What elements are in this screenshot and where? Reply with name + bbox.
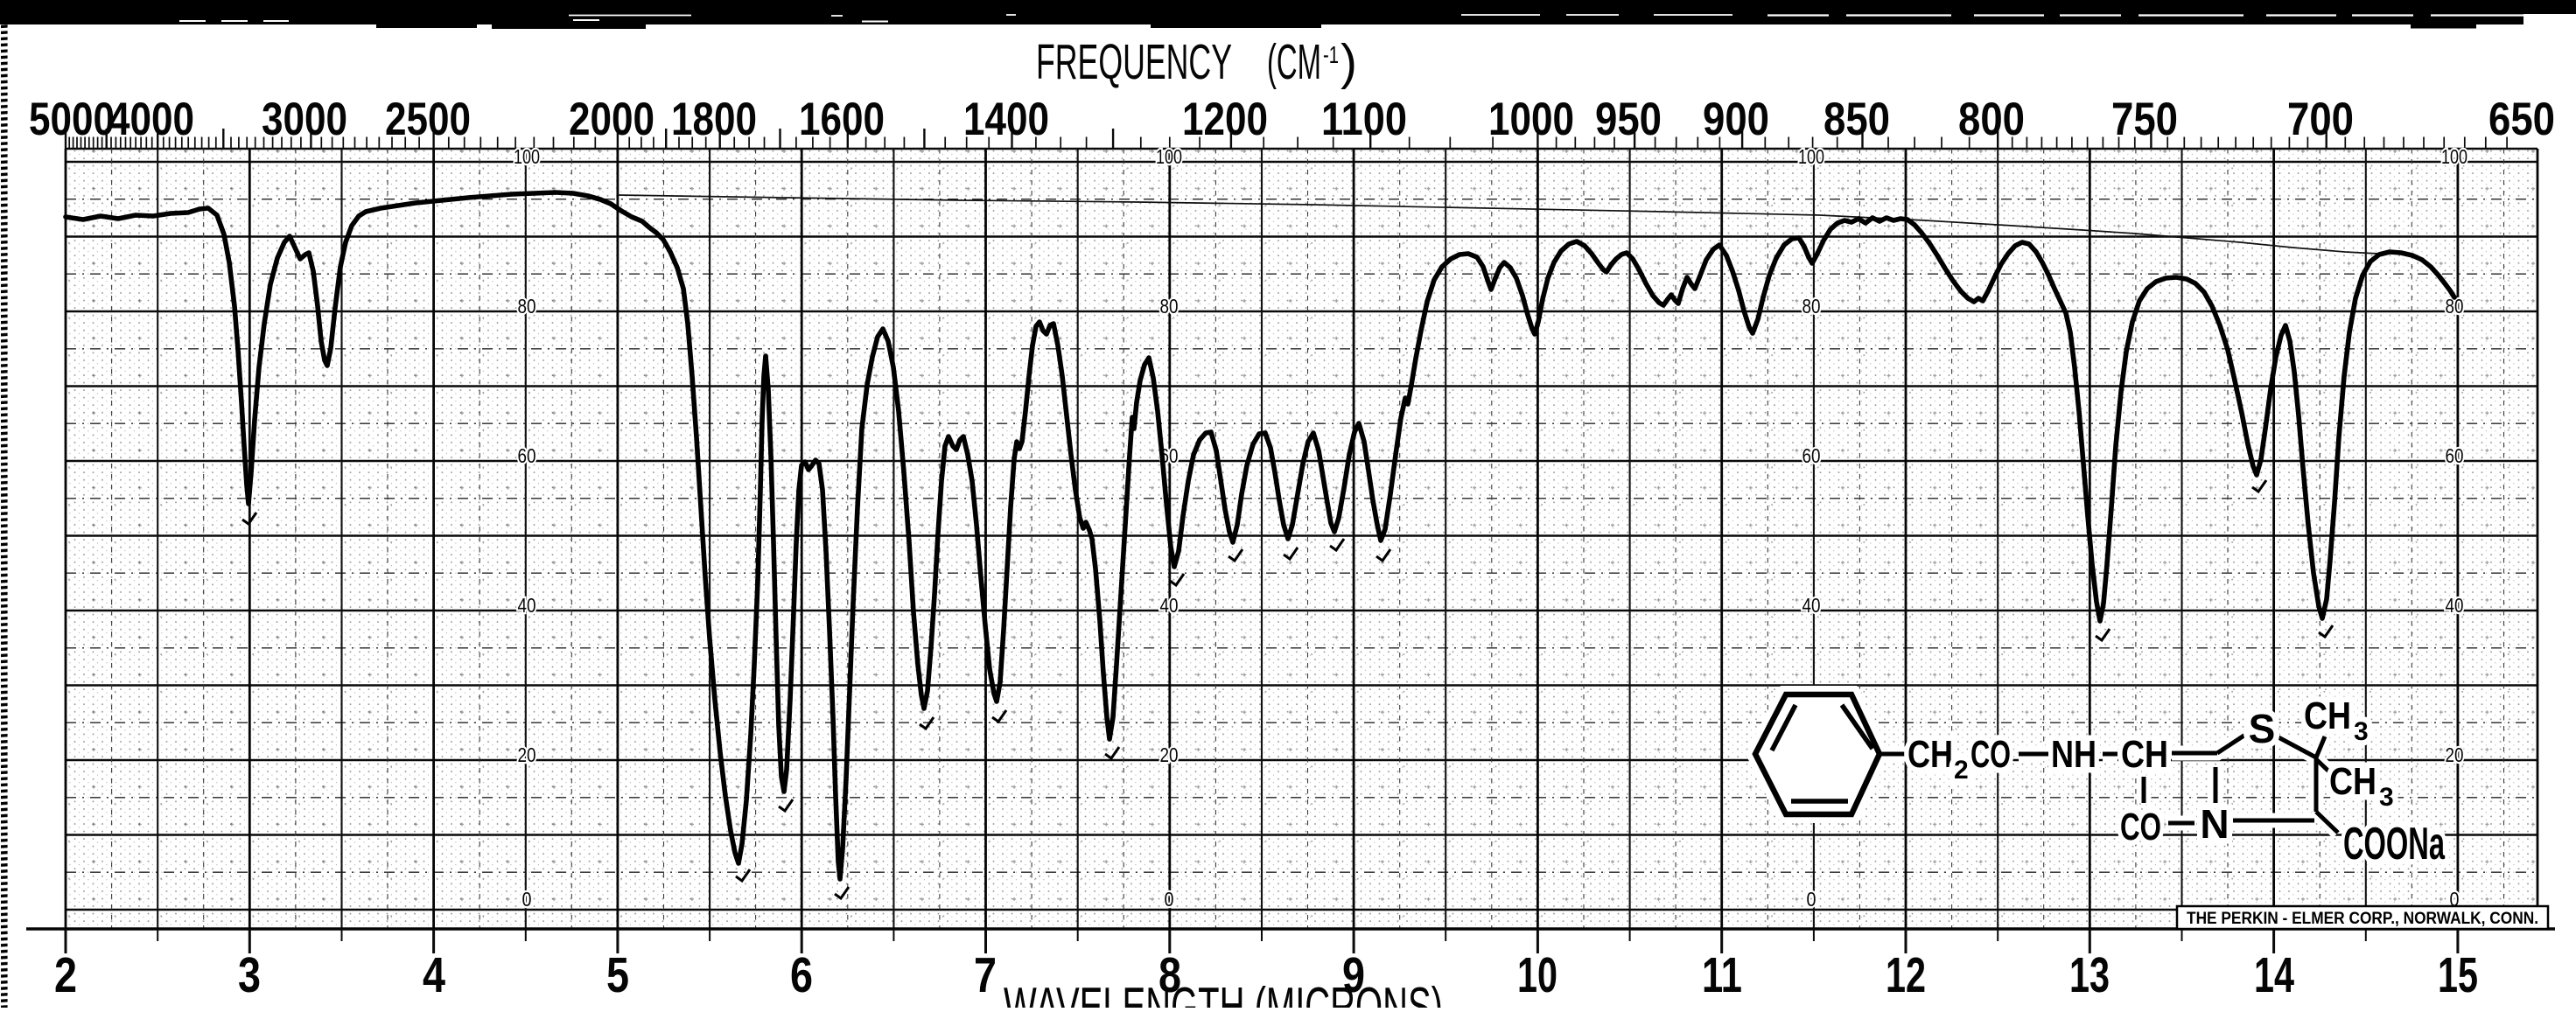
svg-text:1000: 1000 [1488,94,1574,145]
svg-text:6: 6 [790,947,813,1003]
svg-text:20: 20 [518,743,536,766]
svg-text:2000: 2000 [569,94,654,145]
svg-text:750: 750 [2111,94,2178,145]
svg-text:5: 5 [606,947,629,1003]
svg-text:5000: 5000 [29,94,115,145]
svg-text:80: 80 [518,295,536,318]
svg-text:60: 60 [518,444,536,467]
svg-text:CH: CH [2121,733,2168,776]
svg-text:20: 20 [2446,743,2464,766]
svg-text:0: 0 [1165,888,1174,911]
svg-text:950: 950 [1595,94,1662,145]
svg-text:4: 4 [423,947,445,1003]
svg-text:40: 40 [2446,594,2464,617]
svg-text:850: 850 [1824,94,1890,145]
svg-text:1400: 1400 [963,94,1049,145]
svg-text:S: S [2249,706,2276,751]
svg-text:2: 2 [1954,756,1969,785]
svg-text:COONa: COONa [2343,819,2446,869]
svg-text:8: 8 [1158,947,1181,1003]
svg-text:80: 80 [1160,295,1179,318]
svg-text:40: 40 [1802,594,1821,617]
svg-text:15: 15 [2438,947,2478,1003]
svg-text:13: 13 [2069,947,2110,1003]
svg-text:CH: CH [1908,733,1953,776]
svg-text:N: N [2200,801,2229,847]
svg-text:800: 800 [1958,94,2025,145]
svg-text:60: 60 [2446,444,2464,467]
svg-text:CO: CO [2120,806,2161,848]
svg-text:14: 14 [2254,947,2294,1003]
svg-text:CO: CO [1970,733,2011,776]
svg-text:1100: 1100 [1321,94,1407,145]
svg-text:60: 60 [1802,444,1821,467]
svg-text:12: 12 [1886,947,1926,1003]
svg-text:CH: CH [2329,760,2376,803]
svg-text:1800: 1800 [671,94,757,145]
svg-text:20: 20 [1160,743,1179,766]
svg-text:CH: CH [2304,694,2351,737]
svg-text:(CM: (CM [1267,34,1321,90]
svg-text:40: 40 [518,594,536,617]
svg-text:100: 100 [1798,145,1824,168]
svg-text:THE PERKIN - ELMER CORP., NORW: THE PERKIN - ELMER CORP., NORWALK, CONN. [2187,910,2538,928]
svg-text:100: 100 [1156,145,1182,168]
svg-text:0: 0 [1807,888,1816,911]
svg-text:-1: -1 [1323,41,1339,68]
svg-text:4000: 4000 [108,94,194,145]
svg-text:WAVELENGTH (MICRONS): WAVELENGTH (MICRONS) [1004,977,1443,1008]
svg-text:3: 3 [2379,783,2394,812]
svg-text:2: 2 [54,947,77,1003]
svg-text:100: 100 [514,145,540,168]
svg-text:1600: 1600 [799,94,885,145]
svg-text:7: 7 [974,947,997,1003]
svg-text:650: 650 [2488,94,2555,145]
svg-text:1200: 1200 [1182,94,1268,145]
svg-text:3: 3 [2354,717,2369,746]
svg-text:700: 700 [2287,94,2354,145]
svg-text:11: 11 [1702,947,1742,1003]
svg-text:0: 0 [522,888,532,911]
svg-text:9: 9 [1342,947,1365,1003]
svg-text:80: 80 [1802,295,1821,318]
svg-text:FREQUENCY: FREQUENCY [1036,34,1232,90]
svg-text:100: 100 [2441,145,2468,168]
svg-text:2500: 2500 [385,94,471,145]
svg-text:): ) [1340,34,1357,90]
svg-text:40: 40 [1160,594,1179,617]
svg-text:10: 10 [1517,947,1558,1003]
svg-text:900: 900 [1703,94,1769,145]
svg-text:NH: NH [2051,733,2096,776]
svg-text:3000: 3000 [262,94,347,145]
svg-text:3: 3 [238,947,261,1003]
